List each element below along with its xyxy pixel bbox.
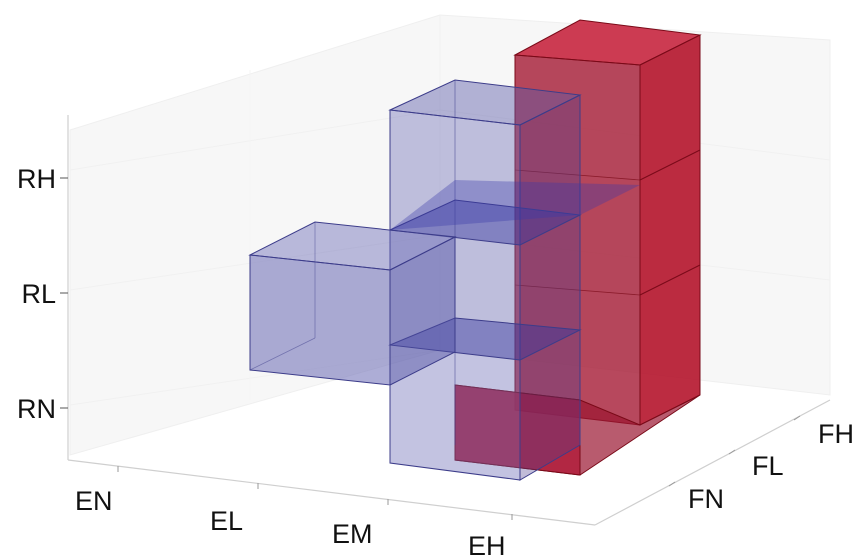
x-tick-label-eh: EH: [468, 531, 506, 559]
blue-band-across: [390, 180, 640, 230]
red-block-right-side: [639, 34, 701, 426]
z-tick-label-rl: RL: [21, 279, 56, 309]
blue-slab-middle-level: [388, 199, 582, 246]
x-axis-line: [67, 459, 596, 526]
z-tick-label-rh: RH: [17, 164, 56, 194]
y-tick: [793, 415, 801, 421]
z-tick-label-rn: RN: [17, 394, 56, 424]
red-block-level-line: [514, 169, 641, 181]
y-tick: [668, 481, 676, 487]
z-axis-labels: RH RL RN: [17, 164, 56, 424]
y-axis-labels: FN FL FH: [688, 419, 854, 514]
grid-line: [69, 109, 441, 171]
red-tall-block: [454, 19, 702, 476]
x-axis-labels: EN EL EM EH: [75, 486, 506, 559]
y-axis-line: [594, 399, 831, 526]
blue-slab-lower-level: [388, 317, 582, 361]
x-tick-label-em: EM: [332, 519, 373, 549]
y-tick: [728, 449, 736, 455]
blue-cube-back-edge: [249, 337, 316, 371]
y-tick-label-fn: FN: [688, 484, 724, 514]
y-tick-label-fh: FH: [818, 419, 854, 449]
red-block-level-line: [639, 149, 701, 181]
axes: [60, 115, 831, 526]
blue-cube-front: [249, 254, 391, 386]
x-tick-label-el: EL: [210, 506, 243, 536]
blue-cube-right-side: [389, 236, 456, 386]
blue-slab-right-side: [519, 94, 581, 481]
y-tick-label-fl: FL: [752, 451, 784, 481]
blue-cube-small: [248, 221, 457, 386]
red-block-level-line: [514, 284, 641, 296]
x-tick-label-en: EN: [75, 486, 113, 516]
red-block-level-line: [639, 264, 701, 296]
